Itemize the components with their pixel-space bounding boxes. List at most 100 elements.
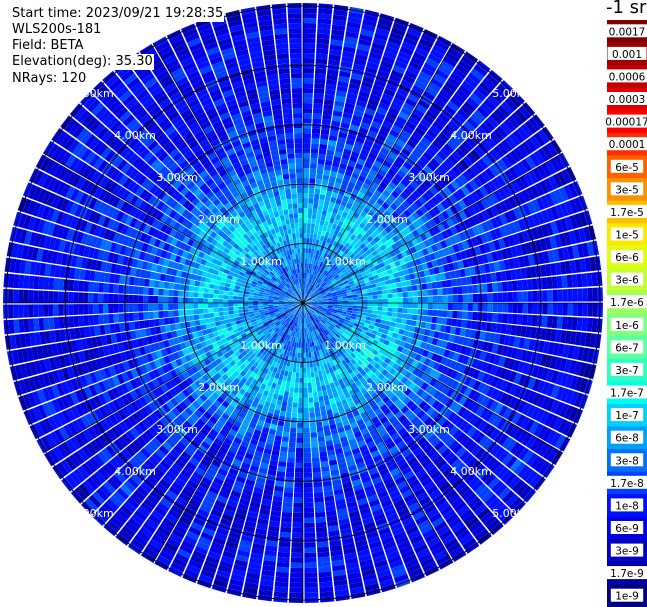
ppi-range-bin [303,23,317,29]
ppi-range-bin [313,228,319,235]
ppi-range-bin [317,209,323,215]
ppi-range-bin [304,278,306,284]
ppi-range-bin [337,136,347,144]
ppi-range-bin [303,218,307,224]
ppi-range-bin [334,182,341,189]
ppi-range-bin [331,115,342,122]
ppi-range-bin [303,233,307,239]
ppi-range-bin [347,87,359,96]
ppi-range-bin [324,195,331,202]
ppi-range-bin [313,249,317,255]
ppi-range-bin [323,104,334,111]
ppi-range-bin [309,178,316,184]
ppi-range-bin [303,133,312,139]
ppi-range-bin [358,38,372,47]
ppi-range-bin [314,73,326,80]
ppi-range-bin [329,49,342,56]
ppi-ray [303,4,349,303]
ppi-range-bin [303,118,312,124]
ppi-range-bin [317,204,324,210]
ppi-range-bin [339,162,348,170]
ppi-range-bin [303,223,307,229]
ppi-range-bin [307,208,313,214]
ppi-range-bin [308,193,314,199]
ppi-range-bin [312,208,318,215]
ppi-range-bin [352,63,366,71]
ppi-range-bin [343,107,354,115]
ppi-range-bin [310,148,319,154]
ppi-range-bin [306,238,310,244]
ppi-range-bin [303,28,316,34]
ppi-range-bin [333,9,348,17]
ppi-range-bin [315,249,320,256]
ppi-range-bin [308,278,311,284]
ppi-range-bin [305,288,307,294]
ppi-range-bin [305,248,309,254]
ppi-range-bin [305,278,307,284]
ppi-range-bin [303,143,311,149]
ppi-range-bin [356,48,369,57]
ppi-range-bin [327,144,336,152]
ppi-range-bin [304,288,307,294]
ppi-range-bin [334,100,345,108]
ppi-range-bin [303,228,307,234]
ppi-range-bin [318,8,333,15]
ppi-range-bin [345,97,357,105]
ppi-range-bin [303,68,315,74]
ppi-range-bin [311,138,320,144]
ppi-range-bin [303,48,316,54]
ppi-range-bin [303,108,313,114]
ppi-range-bin [303,73,314,79]
ppi-range-bin [309,258,313,264]
ppi-range-bin [305,283,308,289]
ppi-range-bin [320,128,330,135]
ppi-range-bin [337,167,346,175]
ppi-range-bin [326,211,332,218]
ppi-range-bin [307,218,312,224]
ppi-range-bin [330,34,344,42]
ppi-range-bin [318,153,326,160]
ppi-range-bin [361,24,376,33]
ppi-range-bin [325,154,334,162]
ppi-range-bin [317,13,332,20]
ppi-range-bin [303,103,313,109]
ppi-range-bin [304,263,307,269]
ppi-range-bin [310,223,316,229]
ppi-range-bin [321,230,326,237]
ppi-range-bin [311,128,321,134]
ppi-range-bin [322,114,332,121]
ppi-range-bin [311,213,317,219]
ppi-range-bin [330,196,337,203]
ppi-range-bin [314,223,320,230]
ppi-range-bin [310,228,315,234]
ppi-range-bin [306,228,311,234]
ppi-range-bin [348,11,363,20]
ppi-range-bin [315,68,327,75]
ppi-range-bin [347,16,362,24]
ppi-range-bin [336,85,348,93]
ppi-range-bin [310,163,317,169]
ppi-range-bin [317,28,331,35]
ppi-range-bin [350,73,363,81]
ppi-range-bin [303,258,306,264]
ppi-range-bin [319,143,328,150]
ppi-range-bin [335,90,347,98]
ppi-range-bin [343,41,357,49]
ppi-range-bin [307,278,310,284]
ppi-range-bin [308,198,314,204]
ppi-range-bin [333,105,344,113]
ppi-range-bin [316,48,329,55]
ppi-range-bin [318,224,324,231]
ppi-range-bin [316,234,321,241]
ppi-range-bin [327,180,335,187]
ppi-range-bin [303,148,311,154]
ppi-ray [303,3,333,303]
ppi-range-bin [338,75,350,83]
ppi-range-bin [306,223,311,229]
ppi-range-bin [317,158,325,165]
ppi-range-bin [319,194,326,201]
ppi-range-bin [336,141,345,149]
ppi-range-bin [341,117,352,125]
ppi-range-bin [316,214,322,220]
ppi-range-bin [308,188,315,194]
